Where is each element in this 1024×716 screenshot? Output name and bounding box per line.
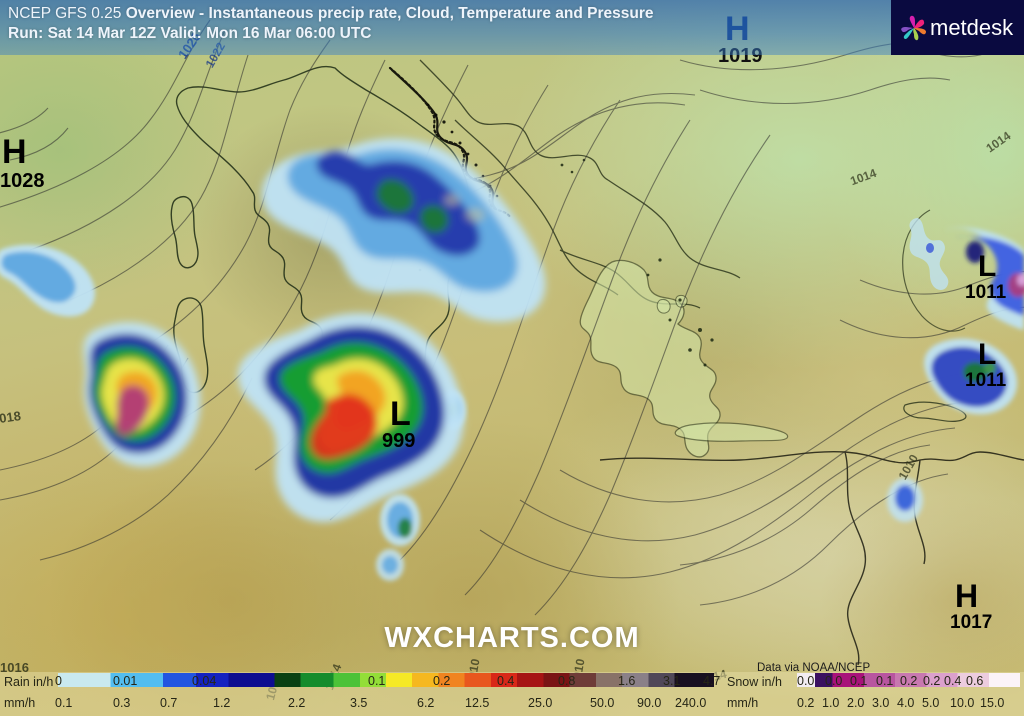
svg-text:metdesk: metdesk — [930, 15, 1014, 40]
